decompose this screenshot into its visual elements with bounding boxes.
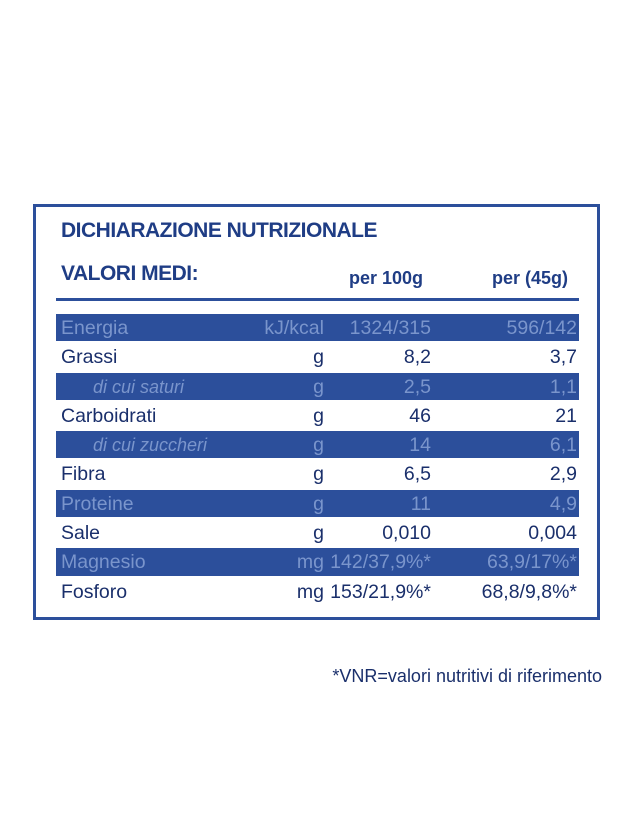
- value-per-100g: 46: [409, 404, 431, 427]
- nutrient-unit: g: [313, 346, 324, 369]
- value-per-100g: 1324/315: [349, 317, 431, 339]
- value-per-portion: 68,8/9,8%*: [481, 580, 577, 603]
- value-per-portion: 1,1: [549, 375, 577, 398]
- nutrient-unit: mg: [296, 580, 324, 603]
- header-divider: [56, 298, 579, 301]
- value-per-portion: 3,7: [549, 346, 577, 369]
- nutrient-name: Proteine: [61, 492, 134, 515]
- nutrition-table: Energia kJ/kcal 1324/315 596/142 Grassi …: [56, 314, 579, 607]
- nutrient-name: di cui saturi: [93, 376, 185, 397]
- nutrient-unit: g: [313, 404, 324, 427]
- table-row: Proteine g 11 4,9: [56, 489, 579, 520]
- value-per-portion: 63,9/17%*: [487, 551, 577, 574]
- table-row: Energia kJ/kcal 1324/315 596/142: [56, 314, 579, 344]
- panel-title: DICHIARAZIONE NUTRIZIONALE: [61, 219, 378, 242]
- panel-subheading: VALORI MEDI:: [61, 262, 199, 285]
- nutrition-panel: DICHIARAZIONE NUTRIZIONALE VALORI MEDI: …: [33, 204, 600, 620]
- value-per-100g: 8,2: [403, 346, 431, 369]
- nutrient-name: Carboidrati: [61, 404, 157, 427]
- nutrient-unit: g: [313, 375, 324, 398]
- nutrient-name: Sale: [61, 522, 101, 545]
- nutrient-unit: g: [313, 463, 324, 486]
- value-per-portion: 6,1: [549, 434, 577, 457]
- value-per-100g: 14: [409, 434, 431, 457]
- table-row: Fibra g 6,5 2,9: [56, 460, 579, 489]
- nutrient-unit: mg: [296, 551, 324, 574]
- table-row: Carboidrati g 46 21: [56, 402, 579, 431]
- value-per-100g: 153/21,9%*: [330, 580, 431, 603]
- value-per-100g: 6,5: [403, 463, 431, 486]
- footnote: *VNR=valori nutritivi di riferimento: [332, 666, 602, 686]
- nutrient-unit: g: [313, 522, 324, 545]
- value-per-portion: 21: [555, 404, 577, 427]
- value-per-portion: 596/142: [506, 317, 578, 339]
- table-row: di cui zuccheri g 14 6,1: [56, 431, 579, 461]
- nutrient-name: Fibra: [61, 463, 106, 486]
- value-per-100g: 142/37,9%*: [330, 551, 431, 574]
- table-row: Grassi g 8,2 3,7: [56, 343, 579, 372]
- value-per-portion: 2,9: [549, 463, 577, 486]
- table-row: Sale g 0,010 0,004: [56, 519, 579, 548]
- nutrient-name: Energia: [61, 317, 129, 339]
- nutrient-name: Magnesio: [61, 551, 146, 574]
- value-per-100g: 11: [410, 492, 431, 515]
- table-row: di cui saturi g 2,5 1,1: [56, 372, 579, 402]
- value-per-portion: 4,9: [549, 492, 577, 515]
- nutrient-name: Fosforo: [61, 580, 128, 603]
- table-row: Magnesio mg 142/37,9%* 63,9/17%*: [56, 548, 579, 578]
- column-header-per-portion: per (45g): [491, 268, 568, 288]
- value-per-100g: 0,010: [382, 522, 431, 545]
- nutrient-name: di cui zuccheri: [93, 435, 208, 456]
- value-per-portion: 0,004: [528, 522, 577, 545]
- value-per-100g: 2,5: [403, 375, 431, 398]
- nutrient-name: Grassi: [61, 346, 118, 369]
- nutrient-unit: g: [313, 434, 324, 457]
- table-row: Fosforo mg 153/21,9%* 68,8/9,8%*: [56, 578, 579, 607]
- column-header-per-100g: per 100g: [348, 268, 423, 288]
- nutrient-unit: kJ/kcal: [264, 317, 324, 339]
- nutrient-unit: g: [313, 492, 324, 515]
